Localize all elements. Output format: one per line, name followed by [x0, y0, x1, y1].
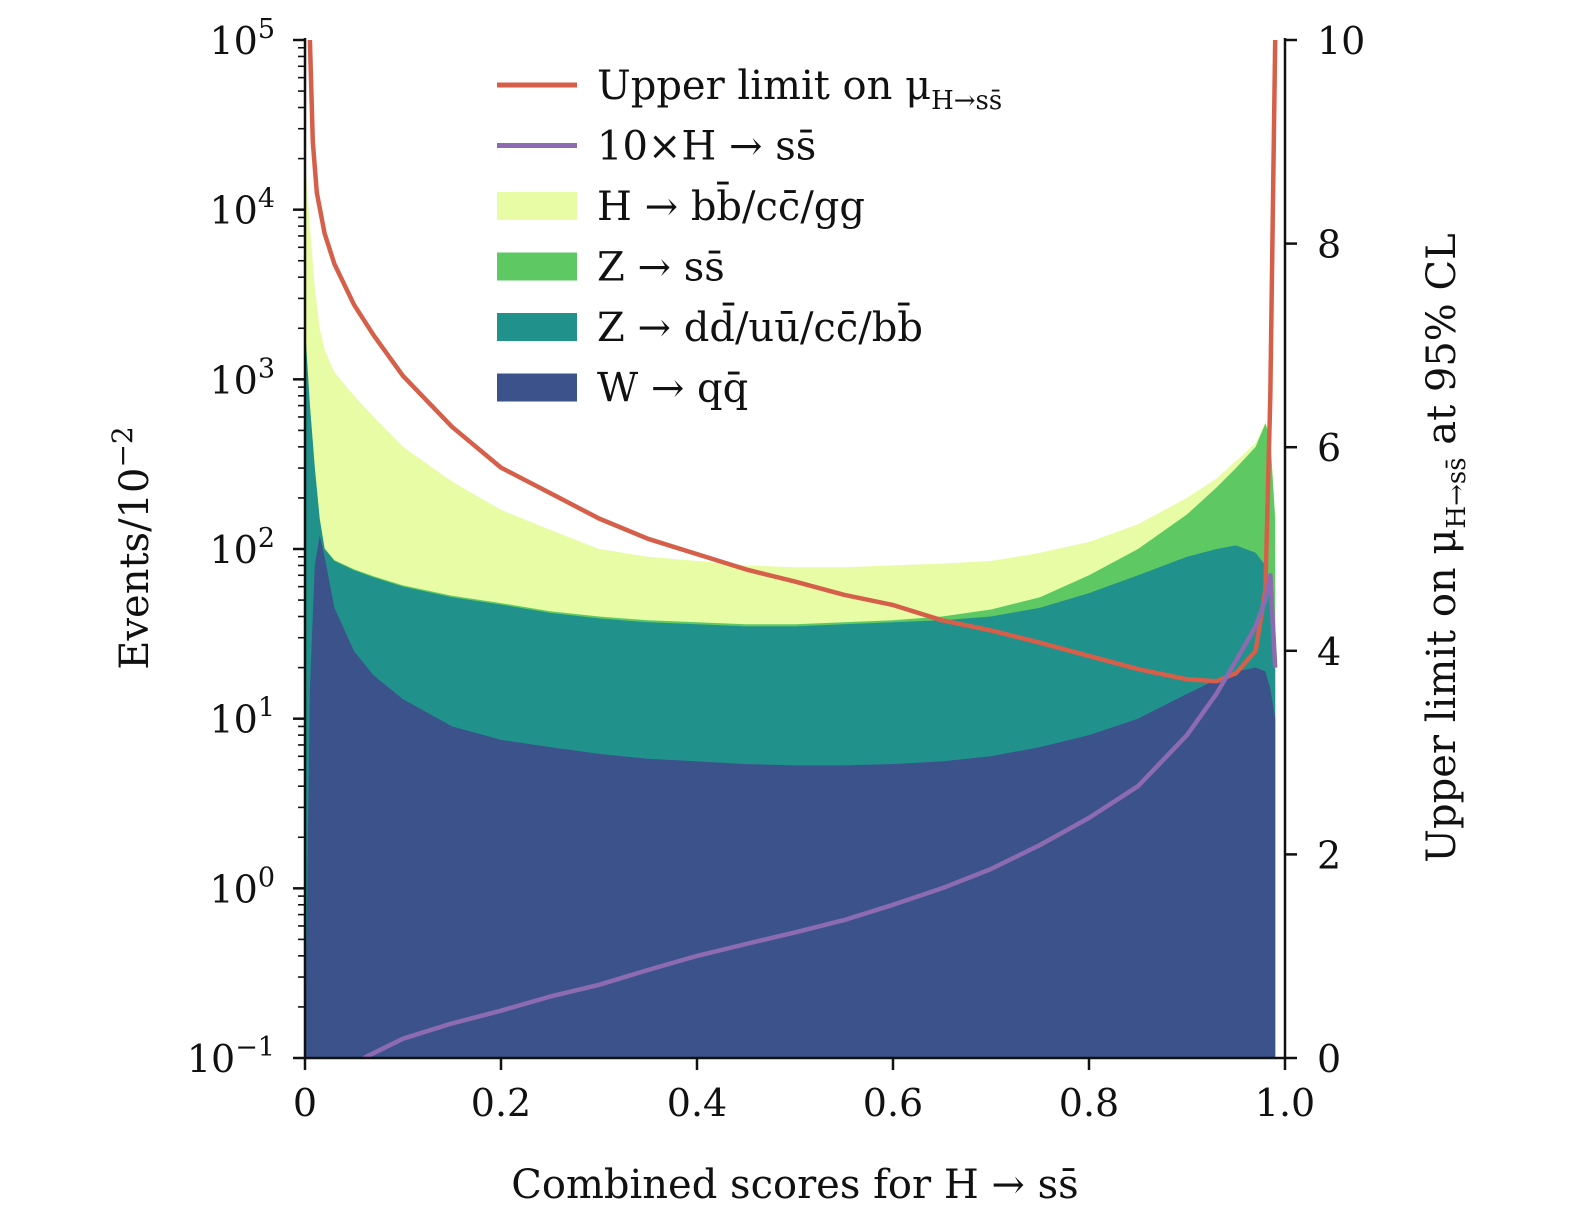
y-left-tick-label-2: 101: [209, 693, 275, 742]
legend-swatch-3: [497, 252, 577, 281]
legend-label-4: Z → dd̄/uū/cc̄/bb̄: [597, 302, 923, 351]
legend-swatch-5: [497, 373, 577, 402]
y-left-tick-label-5: 104: [209, 184, 275, 233]
y-right-tick-label-0: 0: [1317, 1037, 1341, 1081]
y-left-tick-label-3: 102: [209, 523, 275, 572]
x-axis-title: Combined scores for H → ss̄: [511, 1162, 1078, 1208]
y-left-tick-label-0: 10−1: [187, 1032, 275, 1081]
y-right-tick-label-2: 4: [1317, 630, 1341, 674]
y-left-tick-label-1: 100: [209, 862, 275, 911]
legend-label-1: 10×H → ss̄: [597, 124, 816, 170]
y-left-tick-label-4: 103: [209, 353, 275, 402]
y-left-axis-title: Events/10−2: [106, 426, 158, 670]
line-series: [307, 40, 1278, 1058]
legend-label-3: Z → ss̄: [597, 245, 725, 291]
area-0: [305, 535, 1276, 1058]
y-right-tick-label-4: 8: [1317, 223, 1341, 267]
x-tick-label-4: 0.8: [1059, 1081, 1119, 1125]
legend: Upper limit on μH→ss̄ 10×H → ss̄ H → bb̄/c…: [497, 63, 1002, 412]
legend-label-5: W → qq̄: [597, 366, 748, 412]
line-0: [307, 40, 1278, 684]
x-tick-label-3: 0.6: [863, 1081, 923, 1125]
ticks: 0 0.2 0.4 0.6 0.8 1.010−110010110210310410502…: [187, 14, 1366, 1125]
legend-swatch-2: [497, 192, 577, 220]
x-tick-label-0: 0: [293, 1081, 317, 1125]
y-left-tick-label-6: 105: [209, 14, 275, 63]
y-right-axis-title: Upper limit on μH→ss̄ at 95% CL: [1419, 233, 1472, 862]
x-tick-label-2: 0.4: [667, 1081, 727, 1125]
line-1: [362, 573, 1278, 1058]
y-right-tick-label-3: 6: [1317, 426, 1341, 470]
y-right-tick-label-1: 2: [1317, 833, 1341, 877]
legend-swatch-4: [497, 313, 577, 341]
x-tick-label-5: 1.0: [1255, 1081, 1315, 1125]
stacked-areas: [305, 158, 1276, 1058]
y-right-tick-label-5: 10: [1317, 19, 1365, 63]
x-tick-label-1: 0.2: [471, 1081, 531, 1125]
legend-label-2: H → bb̄/cc̄/gg: [597, 181, 865, 230]
legend-label-0: Upper limit on μH→ss̄: [597, 63, 1002, 116]
